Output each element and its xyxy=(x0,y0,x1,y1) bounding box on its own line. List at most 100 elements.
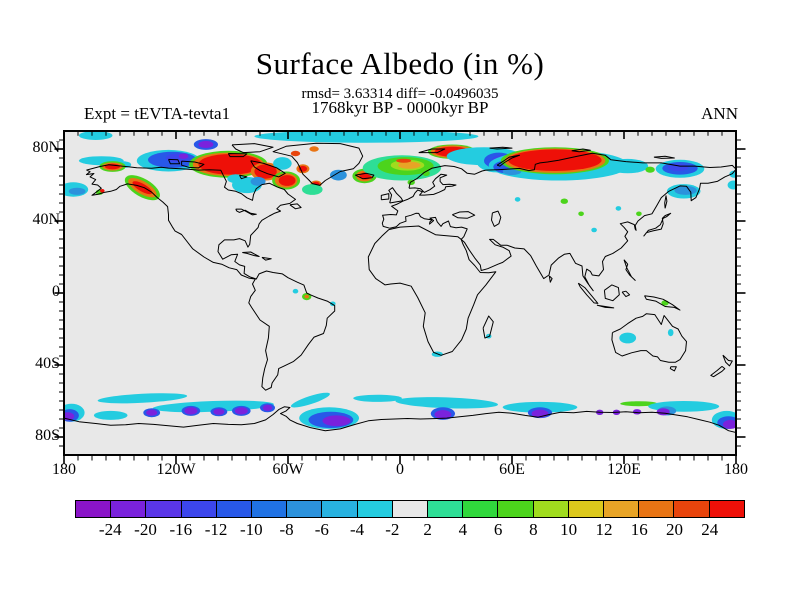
anomaly-blob xyxy=(262,404,273,411)
lat-tick-label: 80N xyxy=(32,139,60,156)
world-albedo-map xyxy=(64,131,736,433)
lon-tick-label: 60W xyxy=(272,461,304,478)
anomaly-blob xyxy=(304,294,309,299)
coastline xyxy=(367,225,497,356)
coastline xyxy=(235,208,257,216)
colorbar-cell xyxy=(321,500,358,518)
anomaly-blob xyxy=(330,169,347,181)
anomaly-blob xyxy=(292,288,299,294)
page-title: Surface Albedo (in %) xyxy=(255,46,545,81)
colorbar-cell xyxy=(638,500,675,518)
anomaly-blob xyxy=(398,161,421,169)
coastline xyxy=(596,304,615,309)
anomaly-blob xyxy=(636,211,642,217)
colorbar-label: 20 xyxy=(665,520,683,539)
coastline xyxy=(491,210,502,227)
coastline xyxy=(388,187,404,204)
anomaly-blob xyxy=(198,140,214,149)
experiment-label: Expt = tEVTA-tevta1 xyxy=(84,104,231,123)
coastline xyxy=(85,164,336,391)
lon-tick-label: 120E xyxy=(607,461,641,478)
anomaly-blob xyxy=(508,149,602,171)
colorbar-cell xyxy=(427,500,464,518)
anomaly-blob xyxy=(68,187,86,195)
colorbar-cell xyxy=(497,500,534,518)
anomaly-blob xyxy=(322,415,351,427)
colorbar-label: -20 xyxy=(134,520,157,539)
anomaly-blob xyxy=(178,153,189,159)
colorbar-cell xyxy=(567,500,605,518)
stats-line: rmsd= 3.63314 diff= -0.0496035 xyxy=(301,86,499,102)
anomaly-blob xyxy=(213,408,225,415)
coastline xyxy=(603,284,620,302)
period-line: 1768kyr BP - 0000kyr BP xyxy=(311,98,489,117)
anomaly-blob xyxy=(290,392,330,408)
colorbar-cell xyxy=(215,500,253,518)
colorbar-label: 24 xyxy=(701,520,719,539)
lat-tick-label: 40S xyxy=(35,355,60,372)
coastline xyxy=(261,256,272,261)
anomaly-blob xyxy=(619,332,637,344)
colorbar-label: 4 xyxy=(458,520,468,539)
season-label: ANN xyxy=(701,104,738,123)
colorbar-cell xyxy=(708,500,745,518)
coastline xyxy=(452,211,476,219)
colorbar-cell xyxy=(391,500,429,518)
anomaly-blob xyxy=(97,393,188,404)
anomaly-blob xyxy=(78,131,113,140)
lat-tick-label: 80S xyxy=(35,427,60,444)
colorbar-cell xyxy=(532,500,569,518)
anomaly-blob xyxy=(514,197,521,202)
colorbar xyxy=(75,500,745,518)
colorbar-label: -2 xyxy=(385,520,400,539)
anomaly-blob xyxy=(656,408,670,416)
anomaly-blob xyxy=(578,211,584,217)
colorbar-cell xyxy=(673,500,710,518)
coastline xyxy=(710,366,726,378)
colorbar-label: -6 xyxy=(314,520,329,539)
colorbar-label: -24 xyxy=(98,520,122,539)
colorbar-label: -4 xyxy=(350,520,365,539)
coastline xyxy=(664,195,668,209)
colorbar-cell xyxy=(251,500,288,518)
coastline xyxy=(722,354,733,367)
anomaly-blob xyxy=(645,166,655,173)
colorbar-cell xyxy=(110,500,147,518)
anomaly-blob xyxy=(632,409,642,415)
lat-tick-label: 0 xyxy=(52,283,60,300)
lon-tick-label: 180 xyxy=(52,461,76,478)
colorbar-cell xyxy=(462,500,499,518)
anomaly-blob xyxy=(560,198,568,204)
anomaly-blob xyxy=(727,180,736,190)
lat-tick-label: 40N xyxy=(32,211,60,228)
colorbar-label: -8 xyxy=(279,520,294,539)
anomaly-blob xyxy=(278,175,296,186)
colorbar-label: -16 xyxy=(169,520,193,539)
coastline xyxy=(621,290,631,298)
coastline xyxy=(643,212,672,237)
lon-tick-label: 180 xyxy=(724,461,748,478)
colorbar-cell xyxy=(145,500,182,518)
anomaly-blob xyxy=(234,407,248,415)
colorbar-cell xyxy=(75,500,112,518)
coastline xyxy=(289,203,302,210)
coastline xyxy=(489,146,513,150)
colorbar-label: 10 xyxy=(560,520,578,539)
coastline xyxy=(380,193,390,201)
anomaly-blob xyxy=(615,206,622,211)
colorbar-cell xyxy=(356,500,393,518)
coastline xyxy=(623,259,636,281)
lon-tick-label: 60E xyxy=(499,461,525,478)
colorbar-label: -12 xyxy=(204,520,228,539)
colorbar-label: -10 xyxy=(239,520,263,539)
anomaly-blob xyxy=(254,131,479,143)
map-plot-area xyxy=(64,131,736,455)
anomaly-blob xyxy=(607,158,649,174)
coastline xyxy=(669,366,677,372)
colorbar-label: 6 xyxy=(493,520,503,539)
coastline xyxy=(242,251,260,257)
colorbar-label: 8 xyxy=(529,520,538,539)
colorbar-label: 16 xyxy=(630,520,648,539)
coastline xyxy=(653,155,675,159)
